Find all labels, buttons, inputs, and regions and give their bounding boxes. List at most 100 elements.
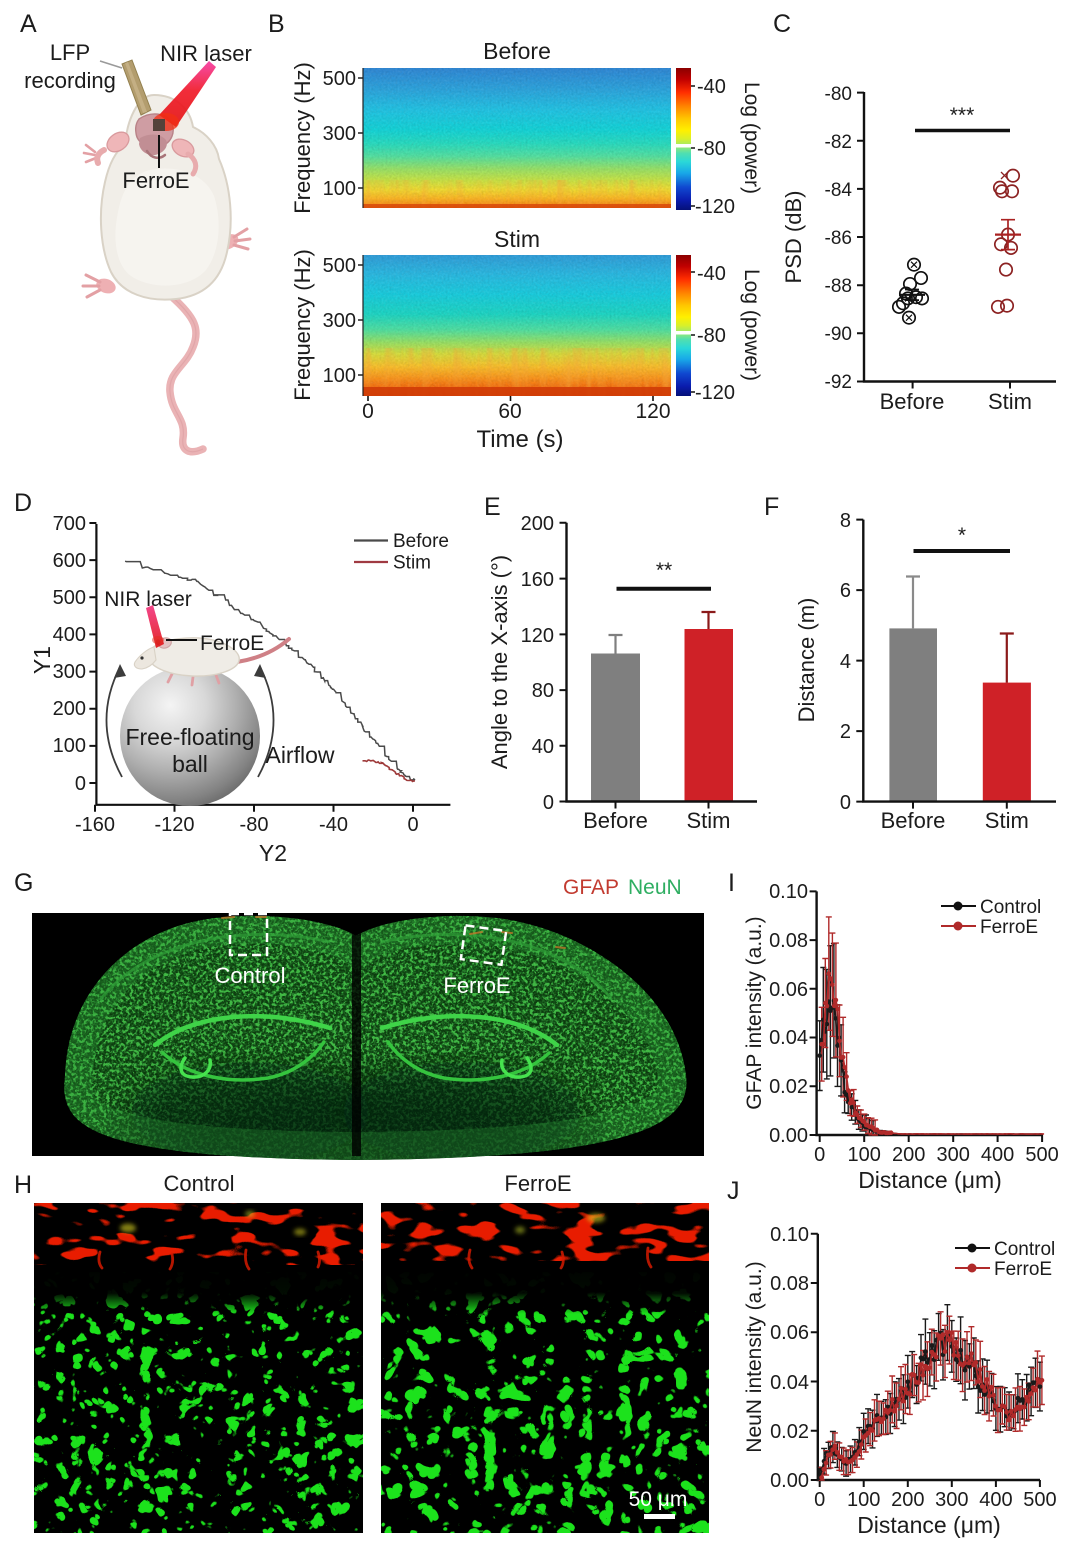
svg-text:-86: -86	[825, 228, 852, 249]
svg-text:300: 300	[937, 1144, 970, 1166]
svg-text:500: 500	[53, 587, 86, 609]
svg-text:-82: -82	[825, 132, 852, 153]
svg-text:ball: ball	[172, 751, 208, 777]
svg-text:**: **	[656, 559, 672, 582]
svg-text:Control: Control	[980, 897, 1041, 918]
svg-text:Airflow: Airflow	[265, 742, 334, 768]
svg-text:FerroE: FerroE	[443, 973, 510, 998]
svg-text:Stim: Stim	[393, 553, 431, 574]
svg-text:-120: -120	[695, 196, 735, 218]
svg-text:FerroE: FerroE	[200, 632, 264, 655]
svg-text:500: 500	[1023, 1489, 1056, 1511]
svg-text:Before: Before	[583, 808, 648, 833]
svg-text:Before: Before	[393, 531, 449, 552]
svg-text:*: *	[958, 524, 966, 547]
svg-text:FerroE: FerroE	[504, 1171, 571, 1196]
svg-text:80: 80	[532, 680, 554, 702]
svg-text:0.00: 0.00	[770, 1470, 809, 1492]
svg-text:GFAP: GFAP	[563, 876, 619, 899]
svg-text:-90: -90	[825, 324, 852, 345]
svg-text:Distance (μm): Distance (μm)	[857, 1512, 1001, 1538]
svg-text:400: 400	[53, 624, 86, 646]
svg-text:-92: -92	[825, 372, 852, 393]
svg-text:-80: -80	[825, 84, 852, 105]
svg-text:400: 400	[979, 1489, 1012, 1511]
svg-text:NIR laser: NIR laser	[160, 41, 252, 66]
svg-text:FerroE: FerroE	[122, 168, 189, 193]
svg-text:LFP: LFP	[50, 40, 90, 65]
svg-text:Distance (μm): Distance (μm)	[858, 1167, 1002, 1193]
svg-text:0: 0	[362, 400, 374, 423]
svg-text:Stim: Stim	[985, 808, 1029, 833]
svg-text:Control: Control	[215, 963, 286, 988]
svg-text:0.10: 0.10	[770, 1224, 809, 1246]
svg-text:-160: -160	[75, 814, 115, 836]
svg-text:-40: -40	[697, 76, 726, 98]
svg-text:300: 300	[53, 661, 86, 683]
svg-text:2: 2	[840, 721, 851, 743]
svg-text:120: 120	[635, 400, 670, 423]
svg-text:0.06: 0.06	[770, 1322, 809, 1344]
svg-text:4: 4	[840, 651, 851, 673]
svg-text:200: 200	[892, 1144, 925, 1166]
svg-text:700: 700	[53, 513, 86, 535]
svg-text:-120: -120	[695, 382, 735, 404]
svg-text:PSD (dB): PSD (dB)	[781, 191, 806, 284]
svg-text:0: 0	[75, 773, 86, 795]
svg-text:Before: Before	[483, 38, 551, 64]
svg-text:Stim: Stim	[687, 808, 731, 833]
svg-text:100: 100	[847, 1489, 880, 1511]
svg-text:Free-floating: Free-floating	[125, 724, 254, 750]
svg-text:100: 100	[53, 735, 86, 757]
svg-text:Before: Before	[881, 808, 946, 833]
svg-text:300: 300	[323, 123, 356, 145]
svg-text:0.00: 0.00	[769, 1125, 808, 1147]
svg-text:500: 500	[1025, 1144, 1058, 1166]
svg-text:0.08: 0.08	[769, 930, 808, 952]
svg-text:6: 6	[840, 580, 851, 602]
svg-text:NeuN intensity (a.u.): NeuN intensity (a.u.)	[743, 1261, 766, 1452]
svg-text:Log (power): Log (power)	[740, 82, 763, 194]
svg-text:0.02: 0.02	[769, 1076, 808, 1098]
svg-text:-80: -80	[240, 814, 269, 836]
svg-text:8: 8	[840, 510, 851, 532]
svg-text:500: 500	[323, 255, 356, 277]
svg-text:Control: Control	[164, 1171, 235, 1196]
svg-text:Control: Control	[994, 1239, 1055, 1260]
svg-text:FerroE: FerroE	[980, 917, 1038, 938]
svg-text:0.08: 0.08	[770, 1273, 809, 1295]
svg-text:Log (power): Log (power)	[740, 269, 763, 381]
svg-text:200: 200	[53, 698, 86, 720]
svg-text:-120: -120	[154, 814, 194, 836]
svg-text:0.04: 0.04	[770, 1372, 809, 1394]
svg-text:400: 400	[981, 1144, 1014, 1166]
svg-text:***: ***	[950, 104, 975, 127]
svg-text:Frequency (Hz): Frequency (Hz)	[290, 62, 315, 214]
svg-text:200: 200	[521, 513, 554, 535]
svg-text:60: 60	[498, 400, 521, 423]
svg-text:160: 160	[521, 569, 554, 591]
svg-text:0: 0	[840, 792, 851, 814]
svg-text:NeuN: NeuN	[628, 876, 682, 899]
svg-text:Frequency (Hz): Frequency (Hz)	[290, 249, 315, 401]
svg-text:0: 0	[543, 792, 554, 814]
svg-text:Angle to the X-axis (°): Angle to the X-axis (°)	[487, 555, 512, 769]
svg-text:Stim: Stim	[988, 389, 1032, 414]
svg-text:-40: -40	[697, 263, 726, 285]
svg-text:500: 500	[323, 68, 356, 90]
svg-text:Distance (m): Distance (m)	[794, 598, 819, 723]
svg-text:-84: -84	[825, 180, 853, 201]
svg-text:FerroE: FerroE	[994, 1259, 1052, 1280]
svg-text:0.04: 0.04	[769, 1027, 808, 1049]
svg-text:-88: -88	[825, 276, 852, 297]
svg-text:0.02: 0.02	[770, 1421, 809, 1443]
svg-text:-40: -40	[319, 814, 348, 836]
svg-text:300: 300	[323, 310, 356, 332]
svg-text:120: 120	[521, 625, 554, 647]
svg-text:0.10: 0.10	[769, 881, 808, 903]
svg-text:40: 40	[532, 736, 554, 758]
svg-text:0.06: 0.06	[769, 979, 808, 1001]
svg-text:0: 0	[814, 1144, 825, 1166]
svg-text:Y1: Y1	[29, 646, 55, 674]
svg-text:100: 100	[848, 1144, 881, 1166]
